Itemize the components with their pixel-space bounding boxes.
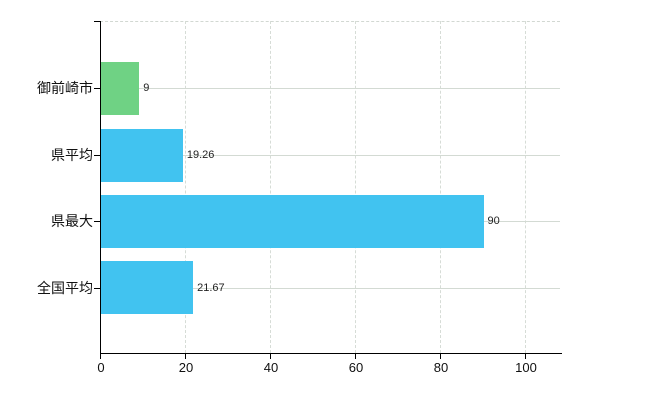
value-label: 19.26 bbox=[186, 149, 215, 161]
x-gridline bbox=[185, 21, 186, 353]
x-axis-tick bbox=[185, 353, 186, 359]
bar-4 bbox=[101, 261, 194, 314]
y-axis-tick bbox=[94, 88, 100, 89]
category-label: 御前崎市 bbox=[37, 80, 93, 96]
x-tick-label: 0 bbox=[97, 360, 105, 375]
x-axis-tick bbox=[525, 353, 526, 359]
x-gridline bbox=[355, 21, 356, 353]
category-label: 県最大 bbox=[51, 213, 93, 229]
x-tick-label: 20 bbox=[178, 360, 194, 375]
y-axis bbox=[100, 21, 101, 353]
bar-2 bbox=[101, 128, 183, 182]
x-tick-label: 40 bbox=[263, 360, 279, 375]
x-axis bbox=[100, 353, 562, 354]
x-axis-tick bbox=[270, 353, 271, 359]
x-axis-tick bbox=[100, 353, 101, 359]
x-gridline bbox=[270, 21, 271, 353]
bar-1 bbox=[101, 61, 140, 115]
category-gridline bbox=[100, 88, 560, 89]
category-label: 全国平均 bbox=[37, 279, 93, 296]
x-tick-label: 100 bbox=[515, 360, 537, 375]
x-tick-label: 80 bbox=[433, 360, 449, 375]
plot-top-border bbox=[100, 21, 560, 22]
value-label: 90 bbox=[487, 215, 500, 227]
value-label: 21.67 bbox=[197, 281, 225, 294]
value-label: 9 bbox=[143, 82, 150, 94]
bar-3 bbox=[101, 194, 484, 248]
y-axis-tick bbox=[94, 221, 100, 222]
y-axis-tick bbox=[94, 155, 100, 156]
x-gridline bbox=[440, 21, 441, 353]
category-gridline bbox=[100, 287, 560, 289]
x-axis-tick bbox=[440, 353, 441, 359]
x-axis-tick bbox=[355, 353, 356, 359]
x-tick-label: 60 bbox=[348, 360, 364, 375]
y-axis-tick bbox=[94, 287, 100, 289]
category-label: 県平均 bbox=[51, 147, 93, 163]
category-gridline bbox=[100, 155, 560, 156]
x-gridline bbox=[525, 21, 526, 353]
y-axis-end-tick bbox=[94, 21, 100, 22]
